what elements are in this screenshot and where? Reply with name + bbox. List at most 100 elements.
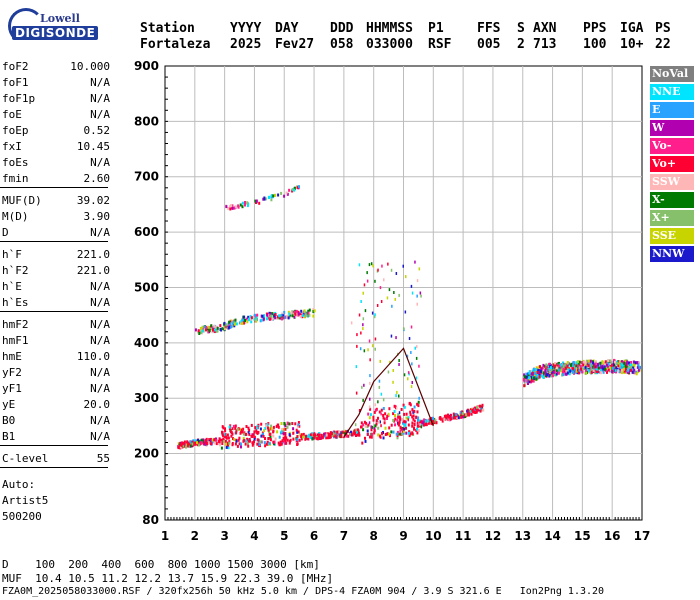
echo-pixel	[225, 436, 228, 440]
echo-pixel	[208, 329, 211, 333]
echo-pixel	[482, 408, 485, 412]
echo-pixel	[353, 429, 356, 433]
echo-pixel	[291, 310, 294, 314]
echo-pixel	[355, 434, 357, 437]
echo-pixel	[395, 406, 398, 410]
param-name: foEs	[2, 156, 29, 169]
echo-pixel	[439, 416, 442, 420]
echo-pixel	[586, 367, 589, 371]
echo-pixel	[269, 438, 272, 442]
echo-pixel	[199, 327, 202, 330]
echo-pixel	[270, 427, 273, 431]
echo-pixel	[523, 375, 526, 379]
echo-pixel	[380, 408, 383, 412]
param-name: foF1p	[2, 92, 36, 105]
echo-pixel	[216, 329, 219, 333]
echo-pixel	[548, 362, 551, 366]
echo-pixel	[320, 436, 323, 440]
echo-pixel	[251, 435, 254, 438]
echo-pixel	[407, 416, 410, 420]
x-tick-label: 15	[574, 529, 591, 543]
echo-pixel	[200, 331, 202, 334]
echo-pixel	[386, 417, 388, 420]
echo-pixel	[233, 206, 236, 210]
echo-pixel	[555, 372, 558, 376]
echo-pixel	[387, 412, 390, 416]
echo-pixel	[228, 427, 231, 431]
echo-pixel	[609, 366, 612, 370]
y-tick-label: 700	[134, 170, 159, 184]
x-tick-label: 5	[280, 529, 288, 543]
echo-pixel	[379, 286, 382, 290]
echo-pixel	[230, 319, 233, 323]
header-values-11: 22	[655, 37, 671, 52]
echo-pixel	[608, 368, 611, 372]
param-value: 0.52	[83, 124, 111, 137]
echo-pixel	[230, 325, 233, 329]
echo-pixel	[375, 422, 378, 426]
param-row-Clevel: C-level 55	[2, 452, 110, 465]
echo-pixel	[588, 364, 591, 368]
echo-pixel	[405, 416, 408, 420]
echo-pixel	[614, 360, 616, 364]
echo-pixel	[537, 368, 540, 372]
echo-pixel	[420, 425, 423, 429]
echo-pixel	[403, 427, 406, 431]
echo-pixel	[227, 326, 230, 330]
echo-pixel	[304, 311, 307, 315]
echo-pixel	[277, 425, 280, 429]
echo-pixel	[570, 368, 573, 372]
echo-pixel	[282, 432, 285, 436]
echo-pixel	[268, 316, 271, 320]
echo-pixel	[594, 362, 597, 366]
echo-pixel	[383, 278, 385, 282]
echo-pixel	[390, 430, 393, 434]
echo-pixel	[528, 371, 531, 375]
legend-item-x: X-	[650, 192, 694, 208]
param-row-MD: M(D) 3.90	[2, 210, 110, 223]
echo-pixel	[443, 418, 446, 422]
echo-pixel	[231, 322, 234, 325]
echo-pixel	[412, 417, 415, 421]
echo-pixel	[371, 425, 374, 429]
x-tick-label: 8	[370, 529, 378, 543]
echo-pixel	[554, 362, 557, 366]
echo-pixel	[530, 372, 533, 376]
y-tick-label: 80	[142, 513, 159, 527]
echo-pixel	[575, 369, 578, 373]
echo-pixel	[227, 206, 230, 210]
echo-pixel	[205, 442, 208, 445]
echo-pixel	[380, 392, 383, 396]
echo-pixel	[523, 373, 526, 377]
echo-pixel	[234, 426, 237, 430]
echo-pixel	[378, 434, 381, 438]
param-value: N/A	[90, 296, 110, 309]
echo-pixel	[192, 442, 195, 446]
param-row-foEs: foEs N/A	[2, 156, 110, 169]
echo-pixel	[247, 431, 250, 435]
echo-pixel	[205, 437, 208, 441]
header-values-1: 2025	[230, 37, 262, 52]
echo-pixel	[199, 439, 202, 443]
echo-pixel	[225, 445, 228, 449]
echo-pixel	[222, 438, 225, 441]
param-name: hmE	[2, 350, 22, 363]
header-values-3: 058	[330, 37, 354, 52]
echo-pixel	[274, 313, 277, 316]
echo-pixel	[248, 428, 251, 432]
echo-pixel	[237, 204, 240, 208]
echo-pixel	[442, 417, 445, 421]
x-tick-label: 7	[340, 529, 348, 543]
echo-pixel	[336, 430, 339, 434]
echo-pixel	[419, 291, 422, 295]
echo-pixel	[382, 407, 385, 410]
echo-pixel	[396, 418, 399, 422]
echo-pixel	[563, 368, 566, 372]
echo-pixel	[414, 260, 416, 264]
echo-pixel	[607, 364, 610, 368]
echo-pixel	[296, 186, 299, 190]
echo-pixel	[599, 361, 602, 365]
echo-pixel	[268, 313, 271, 317]
echo-pixel	[207, 328, 210, 332]
